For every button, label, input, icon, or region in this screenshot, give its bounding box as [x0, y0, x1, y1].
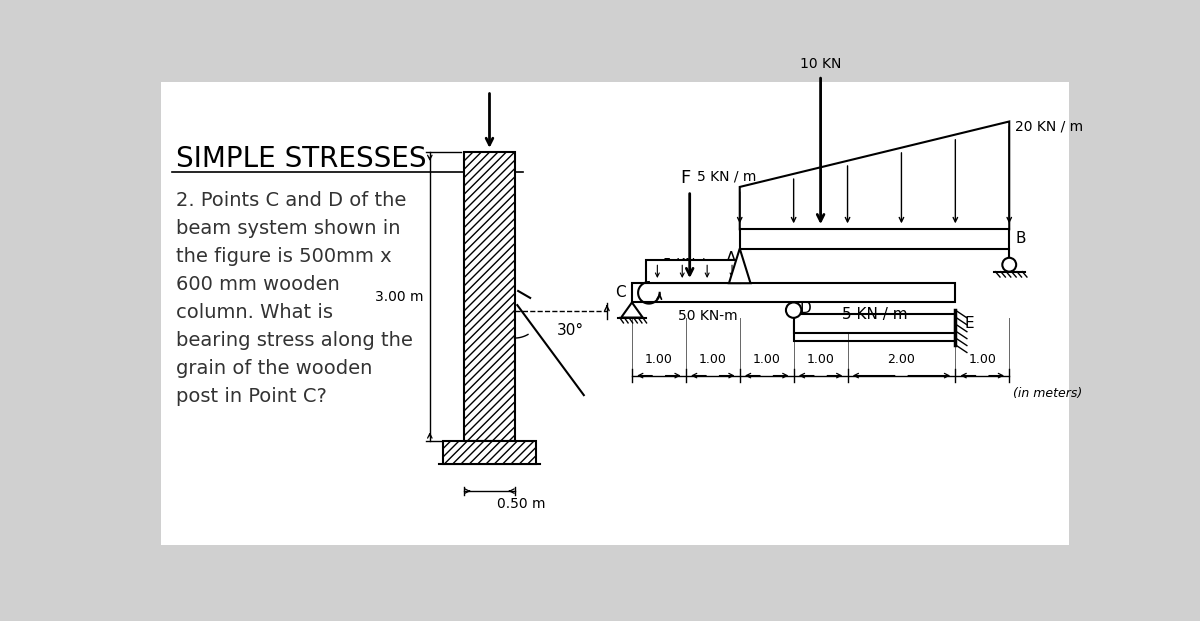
Text: 10 KN: 10 KN [800, 57, 841, 71]
Text: 50 KN-m: 50 KN-m [678, 309, 738, 322]
Bar [793, 322, 955, 341]
Bar [632, 283, 955, 302]
Circle shape [1002, 258, 1016, 271]
Polygon shape [728, 248, 750, 283]
Text: 1.00: 1.00 [698, 353, 727, 366]
Text: 5 KN / m: 5 KN / m [664, 256, 722, 270]
Text: 2.00: 2.00 [888, 353, 916, 366]
Text: 3.00 m: 3.00 m [376, 289, 424, 304]
Bar [739, 229, 1009, 248]
Text: F: F [680, 169, 691, 187]
Text: 1.00: 1.00 [644, 353, 673, 366]
Text: 0.50 m: 0.50 m [497, 497, 546, 511]
Text: (in meters): (in meters) [1013, 387, 1082, 400]
Text: 5 KN / m: 5 KN / m [841, 307, 907, 322]
Text: SIMPLE STRESSES: SIMPLE STRESSES [176, 145, 427, 173]
Text: 1.00: 1.00 [752, 353, 781, 366]
Circle shape [786, 302, 802, 318]
Text: 5 KN / m: 5 KN / m [697, 169, 757, 183]
Text: 1.00: 1.00 [806, 353, 834, 366]
Bar [646, 260, 739, 283]
Polygon shape [739, 122, 1009, 229]
Text: 20 KN / m: 20 KN / m [1015, 120, 1084, 134]
Text: 30°: 30° [557, 323, 584, 338]
Bar [464, 152, 515, 441]
Text: C: C [616, 285, 625, 301]
Text: B: B [1015, 232, 1026, 247]
Bar [443, 441, 535, 464]
Text: 2. Points C and D of the
beam system shown in
the figure is 500mm x
600 mm woode: 2. Points C and D of the beam system sho… [176, 191, 413, 406]
Text: E: E [965, 316, 974, 331]
Text: A: A [726, 251, 737, 266]
Text: 1.00: 1.00 [968, 353, 996, 366]
Bar [793, 314, 955, 333]
Text: D: D [800, 301, 811, 316]
Polygon shape [622, 302, 643, 317]
